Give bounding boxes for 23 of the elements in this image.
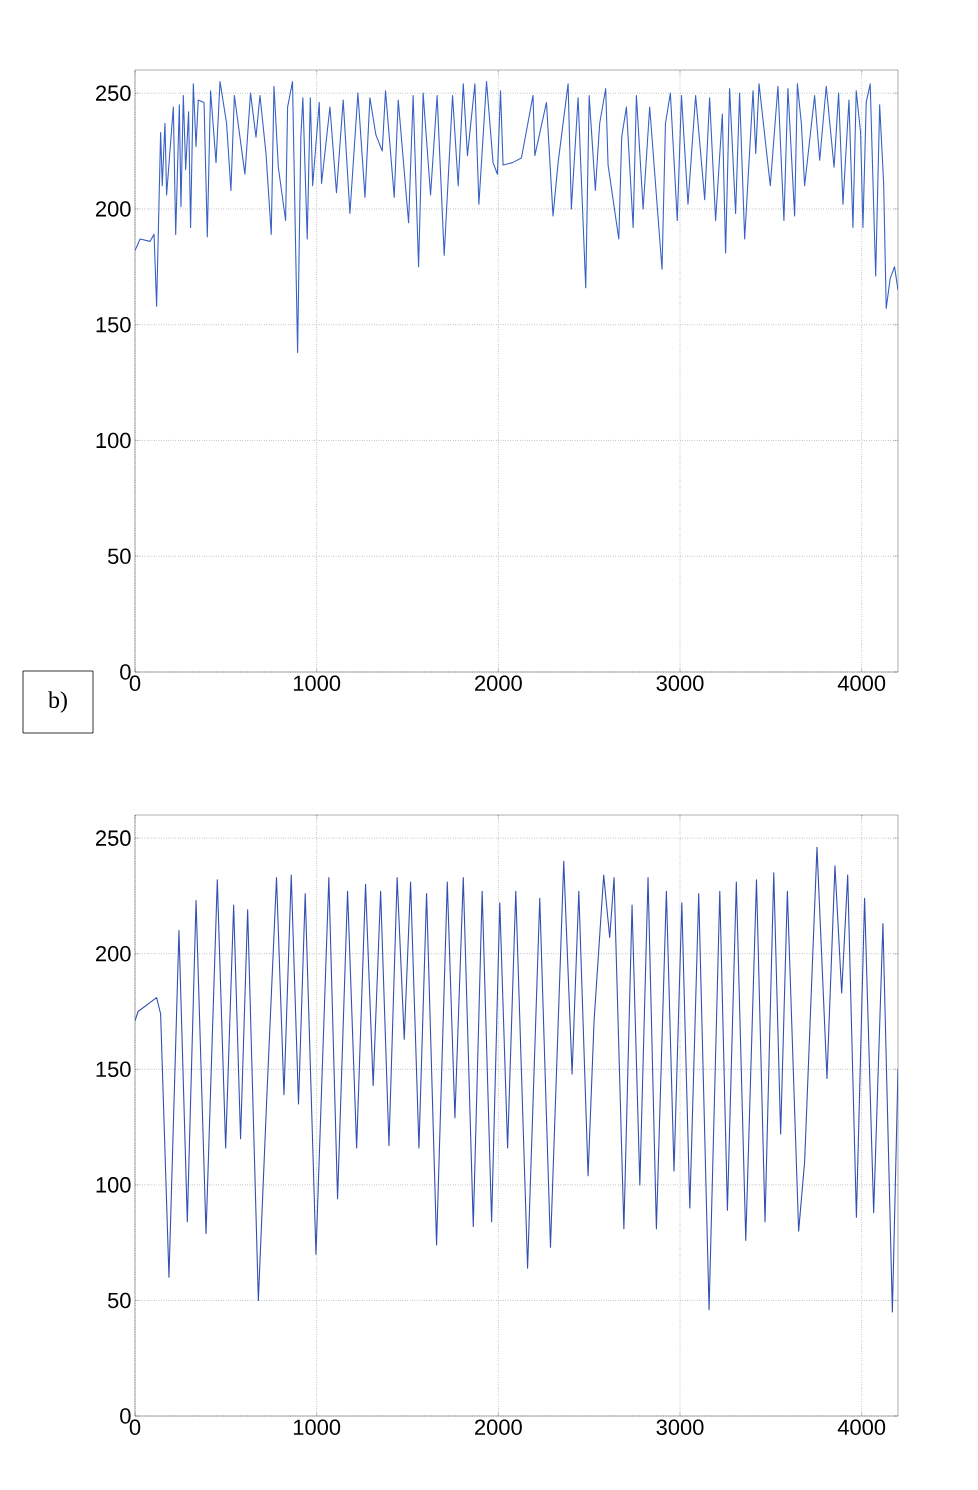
x-tick-label: 2000 xyxy=(475,1419,522,1436)
x-tick-label: 1000 xyxy=(293,1419,341,1436)
y-tick-label: 50 xyxy=(107,1292,131,1309)
x-tick-label: 1000 xyxy=(293,675,341,692)
y-tick-label: 0 xyxy=(120,664,131,680)
x-tick-label: 4000 xyxy=(837,1419,886,1436)
y-tick-label: 200 xyxy=(96,945,131,962)
text: b) xyxy=(48,691,67,713)
y-tick-label: 250 xyxy=(96,830,131,846)
y-tick-label: 150 xyxy=(96,316,131,333)
x-tick-label: 2000 xyxy=(475,675,522,692)
line-series xyxy=(135,81,899,354)
line-series xyxy=(135,846,899,1313)
y-tick-label: 50 xyxy=(107,548,131,564)
y-tick-label: 100 xyxy=(96,1177,131,1193)
y-tick-label: 100 xyxy=(96,432,131,449)
y-tick-label: 150 xyxy=(96,1061,131,1078)
x-tick-label: 4000 xyxy=(837,675,886,692)
x-tick-label: 3000 xyxy=(656,1419,704,1436)
y-tick-label: 200 xyxy=(96,201,131,217)
x-tick-label: 3000 xyxy=(656,675,704,692)
y-tick-label: 0 xyxy=(120,1408,131,1424)
y-tick-label: 250 xyxy=(96,85,131,101)
